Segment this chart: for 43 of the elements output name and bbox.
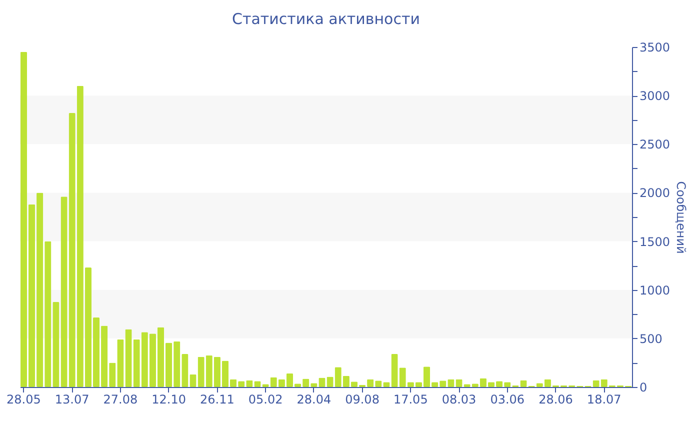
y-tick-label: 0 bbox=[640, 380, 648, 394]
bar bbox=[44, 241, 52, 387]
bar bbox=[174, 341, 180, 387]
x-tick-label: 05.02 bbox=[248, 392, 283, 406]
bar bbox=[60, 196, 68, 387]
bar bbox=[36, 192, 44, 387]
x-tick-label: 28.06 bbox=[538, 392, 573, 406]
y-tick-label: 3000 bbox=[640, 89, 670, 104]
bar bbox=[141, 332, 148, 387]
x-tick-label: 13.07 bbox=[54, 392, 90, 406]
y-tick-label: 500 bbox=[640, 332, 662, 346]
bar bbox=[117, 339, 124, 387]
x-tick-label: 17.05 bbox=[393, 392, 428, 406]
bar bbox=[206, 355, 212, 387]
x-tick-label: 27.08 bbox=[103, 392, 138, 406]
bar bbox=[133, 339, 140, 387]
x-tick-label: 03.06 bbox=[490, 392, 525, 406]
y-tick-label: 1000 bbox=[640, 283, 670, 298]
bar bbox=[157, 327, 164, 387]
x-tick-label: 28.05 bbox=[6, 392, 41, 406]
y-axis-title: Сообщений bbox=[674, 181, 688, 254]
x-tick-label: 26.11 bbox=[200, 392, 234, 406]
x-tick-label: 08.03 bbox=[442, 392, 476, 406]
bar bbox=[198, 356, 204, 387]
bar bbox=[182, 354, 188, 387]
y-tick-label: 2500 bbox=[640, 138, 670, 152]
bar bbox=[76, 86, 84, 387]
bar bbox=[101, 326, 108, 387]
bar bbox=[52, 302, 60, 387]
x-tick-label: 12.10 bbox=[152, 392, 186, 406]
y-tick-label: 3500 bbox=[640, 40, 670, 54]
x-tick-label: 18.07 bbox=[586, 392, 622, 406]
bar bbox=[166, 342, 172, 387]
x-tick-label: 28.04 bbox=[296, 392, 332, 406]
bar bbox=[214, 356, 220, 387]
bar bbox=[149, 334, 156, 387]
x-tick-label: 09.08 bbox=[345, 392, 380, 406]
y-tick-label: 1500 bbox=[640, 234, 670, 249]
bar bbox=[391, 354, 398, 387]
y-tick-label: 2000 bbox=[640, 186, 670, 200]
bar bbox=[68, 113, 76, 387]
bar bbox=[125, 329, 132, 387]
chart-title: Статистика активности bbox=[232, 10, 420, 28]
